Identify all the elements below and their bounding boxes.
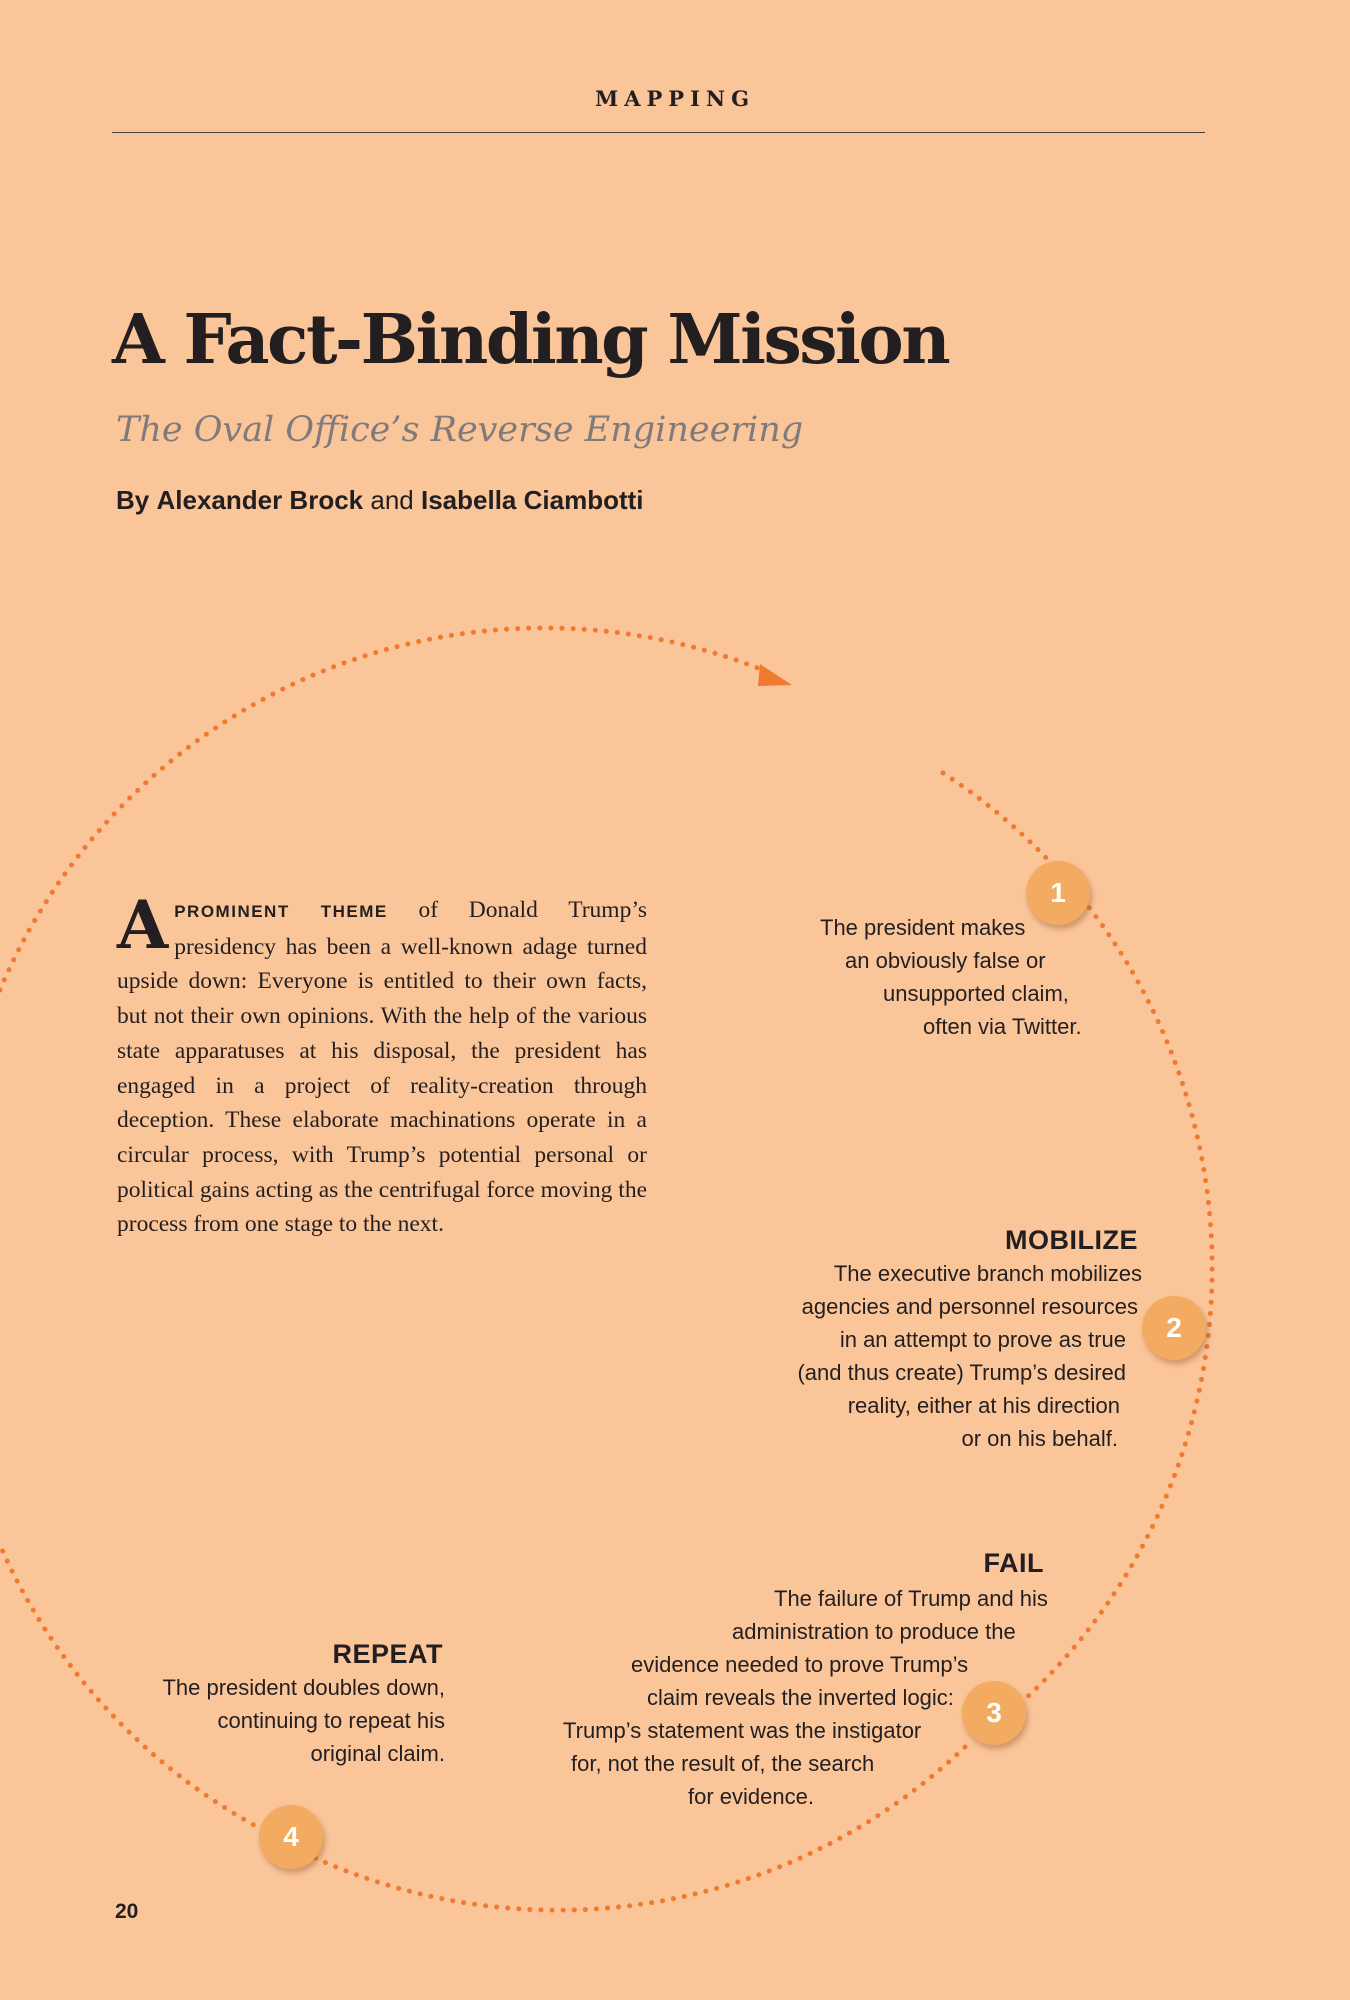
section-label: MAPPING (594, 86, 756, 111)
dotted-cycle-path (0, 625, 1215, 1913)
cycle-arc-bottom (272, 1744, 968, 1913)
stage-fail-text: The failure of Trump and his administrat… (540, 1582, 1100, 1813)
stage-number-badge: 1 (1026, 861, 1090, 925)
cycle-arc-top (0, 625, 778, 993)
stage-line: unsupported claim, (883, 981, 1069, 1006)
stage-line: claim reveals the inverted logic: (647, 1685, 954, 1710)
stage-line: Trump’s statement was the instigator (563, 1718, 922, 1743)
author-name: Alexander Brock (156, 485, 364, 515)
stage-number-badge: 2 (1142, 1296, 1206, 1360)
page-number: 20 (115, 1900, 139, 1923)
stage-line: or on his behalf. (961, 1426, 1118, 1451)
stage-description: The executive branch mobilizes agencies … (797, 1257, 1142, 1455)
byline-prefix: By (116, 485, 150, 515)
stage-line: continuing to repeat his (217, 1708, 446, 1733)
stage-title: REPEAT (332, 1639, 443, 1669)
stage-repeat-text: The president doubles down, continuing t… (162, 1671, 445, 1770)
stage-line: in an attempt to prove as true (839, 1327, 1126, 1352)
stage-description: The president makes an obviously false o… (700, 911, 1082, 1043)
stage-lie-text: The president makes an obviously false o… (700, 911, 1082, 1043)
stage-line: (and thus create) Trump’s desired (797, 1360, 1126, 1385)
stage-description: The president doubles down, continuing t… (162, 1671, 445, 1770)
byline: By Alexander Brock and Isabella Ciambott… (116, 485, 644, 516)
arrowhead-icon (758, 664, 792, 686)
stage-line: for evidence. (688, 1784, 814, 1809)
byline-conjunction: and (370, 485, 414, 515)
stage-number-badge: 3 (962, 1681, 1026, 1745)
subtitle: The Oval Office’s Reverse Engineering (116, 410, 804, 450)
intro-paragraph: A PROMINENT THEME of Donald Trump’s presi… (117, 886, 647, 1242)
stage-line: often via Twitter. (923, 1014, 1082, 1039)
lead-caps: PROMINENT THEME (174, 902, 388, 921)
stage-line: The failure of Trump and his (774, 1586, 1048, 1611)
stage-repeat: REPEAT (332, 1638, 443, 1670)
stage-fail: FAIL (984, 1547, 1045, 1579)
stage-line: reality, either at his direction (847, 1393, 1120, 1418)
stage-line: evidence needed to prove Trump’s (631, 1652, 969, 1677)
header-rule (112, 132, 1205, 133)
stage-title: MOBILIZE (1005, 1225, 1138, 1255)
cycle-arc-left (0, 1542, 266, 1833)
stage-number-badge: 4 (259, 1805, 323, 1869)
stage-line: original claim. (310, 1741, 446, 1766)
stage-mobilize: MOBILIZE (1005, 1224, 1138, 1256)
stage-line: an obviously false or (845, 948, 1046, 973)
author-name: Isabella Ciambotti (421, 485, 644, 515)
page-title: A Fact-Binding Mission (112, 300, 951, 380)
stage-line: The president makes (820, 915, 1026, 940)
stage-line: The executive branch mobilizes (833, 1261, 1142, 1286)
stage-line: agencies and personnel resources (801, 1294, 1138, 1319)
stage-title: FAIL (983, 1548, 1044, 1578)
stage-line: The president doubles down, (162, 1675, 445, 1700)
stage-line: for, not the result of, the search (571, 1751, 875, 1776)
stage-line: administration to produce the (732, 1619, 1016, 1644)
stage-description: The failure of Trump and his administrat… (540, 1582, 1100, 1813)
drop-cap: A (117, 886, 169, 964)
stage-mobilize-text: The executive branch mobilizes agencies … (797, 1257, 1142, 1455)
intro-body: of Donald Trump’s presidency has been a … (117, 897, 647, 1238)
